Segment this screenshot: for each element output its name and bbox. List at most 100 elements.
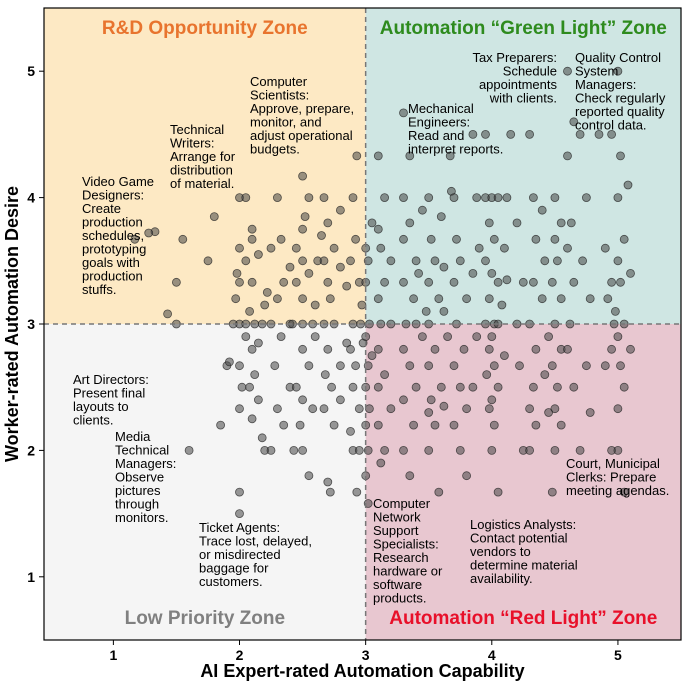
data-point [506,129,516,139]
data-point [235,243,244,253]
data-point [411,256,421,266]
data-point [493,487,503,497]
data-point [247,414,257,424]
data-point [424,277,434,287]
annotation-line: with clients. [489,91,557,106]
annotation-line: Computer [250,74,308,89]
data-point [319,256,329,266]
data-point [351,361,361,371]
data-point [550,234,560,244]
data-point [462,294,472,304]
data-point [272,404,282,414]
annotation-line: determine material [470,558,578,573]
data-point [481,129,490,139]
data-point [272,294,282,304]
data-point [439,401,449,411]
data-point [569,277,579,287]
data-point [272,193,282,203]
annotation-line: Logistics Analysts: [470,517,576,532]
data-point [626,268,635,278]
annotation-line: monitor, and [250,115,322,130]
y-tick-label: 5 [27,63,35,79]
data-point [540,370,550,380]
data-point [443,332,453,342]
data-point [178,234,188,244]
zone-title-bottom-right: Automation “Red Light” Zone [389,608,657,629]
axis-ticks: 1 2 3 4 5 1 2 3 4 5 [27,63,622,663]
data-point [566,218,576,228]
annotation-line: Video Game [82,174,154,189]
data-point [298,171,308,181]
data-point [298,445,308,455]
data-point [594,129,604,139]
data-point [424,445,434,455]
annotation-line: Schedule [503,64,557,79]
data-point [525,445,534,455]
data-point [224,357,234,367]
data-point [253,395,263,405]
data-point [468,268,478,278]
data-point [563,243,572,253]
annotation-line: Designers: [82,188,144,203]
data-point [445,151,455,161]
data-point [247,277,257,287]
data-point [285,262,295,272]
data-point [578,256,587,266]
y-tick-label: 2 [27,442,35,458]
data-point [323,277,333,287]
data-point [348,193,358,203]
zone-title-top-right: Automation “Green Light” Zone [380,18,667,39]
data-point [547,277,557,287]
data-point [300,212,310,222]
data-point [327,382,337,392]
data-point [325,487,335,497]
data-point [468,382,478,392]
data-point [529,277,538,287]
data-point [241,332,251,342]
data-point [563,66,572,76]
data-point [364,404,374,414]
data-point [276,234,286,244]
data-point [291,382,301,392]
data-point [603,294,613,304]
y-tick-label: 1 [27,569,35,585]
annotation: Logistics Analysts:Contact potentialvend… [470,517,578,586]
data-point [616,277,625,287]
annotation-line: Check regularly [575,91,666,106]
data-point [380,277,390,287]
quadrant-dividers [44,8,681,640]
data-point [376,458,386,468]
data-point [298,344,308,354]
data-point [323,477,333,487]
data-point [489,361,499,371]
data-point [235,487,244,497]
annotation-line: availability. [470,571,533,586]
data-point [235,509,244,518]
data-point [439,306,449,316]
data-point [623,180,633,190]
data-point [310,300,320,310]
data-point [430,256,440,266]
data-point [346,344,355,354]
data-point [502,193,512,203]
annotation-line: Scientists: [250,88,309,103]
data-point [245,306,255,316]
annotation-line: stuffs. [82,282,116,297]
data-point [424,361,434,371]
data-point [484,218,494,228]
annotation-line: Media [115,429,151,444]
data-point [329,243,339,253]
data-point [547,487,557,497]
data-point [493,382,503,392]
data-point [582,361,591,371]
data-point [320,370,330,380]
data-point [291,243,301,253]
data-point [531,234,541,244]
data-point [544,408,553,417]
data-point [459,344,469,354]
annotation: Ticket Agents:Trace lost, delayed,or mis… [199,520,312,589]
data-point [310,332,320,342]
data-point [241,193,251,203]
